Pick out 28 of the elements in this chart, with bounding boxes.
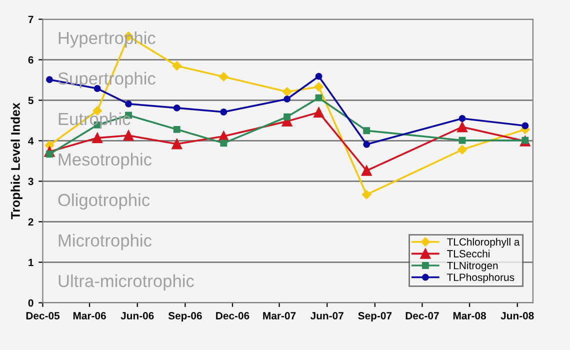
legend-label: TLSecchi	[447, 250, 490, 258]
x-tick-label: Jun-06	[120, 312, 154, 320]
x-tick-label: Jun-07	[310, 312, 344, 320]
x-tick-label: Jun-08	[500, 312, 534, 320]
x-tick-label: Sep-06	[168, 312, 202, 322]
legend-label: TLChlorophyll a	[447, 238, 520, 248]
x-tick-label: Sep-07	[358, 312, 392, 322]
x-tick-label: Dec-05	[26, 312, 60, 320]
legend-label: TLPhosphorus	[447, 273, 514, 284]
x-tick-label: Mar-07	[263, 312, 296, 320]
y-tick-label: 0	[28, 299, 34, 307]
y-tick-label: 1	[28, 258, 34, 266]
annotation: Oligotrophic	[58, 193, 150, 210]
y-tick-label: 4	[28, 137, 34, 145]
y-tick-label: 6	[28, 56, 34, 64]
y-tick-label: 2	[28, 218, 34, 226]
y-tick-label: 7	[28, 16, 34, 24]
x-tick-label: Mar-08	[453, 312, 486, 320]
x-tick-label: Mar-06	[73, 312, 106, 320]
annotation: Ultra-microtrophic	[58, 274, 194, 291]
annotation: Mesotrophic	[58, 152, 152, 170]
legend-label: TLNitrogen	[447, 262, 498, 272]
y-tick-label: 5	[28, 96, 34, 104]
x-tick-label: Dec-07	[406, 312, 439, 320]
x-tick-label: Dec-06	[216, 312, 250, 320]
y-tick-label: 3	[28, 178, 34, 186]
annotation: Microtrophic	[58, 234, 152, 250]
y-axis-title: Trophic Level Index	[10, 102, 22, 220]
